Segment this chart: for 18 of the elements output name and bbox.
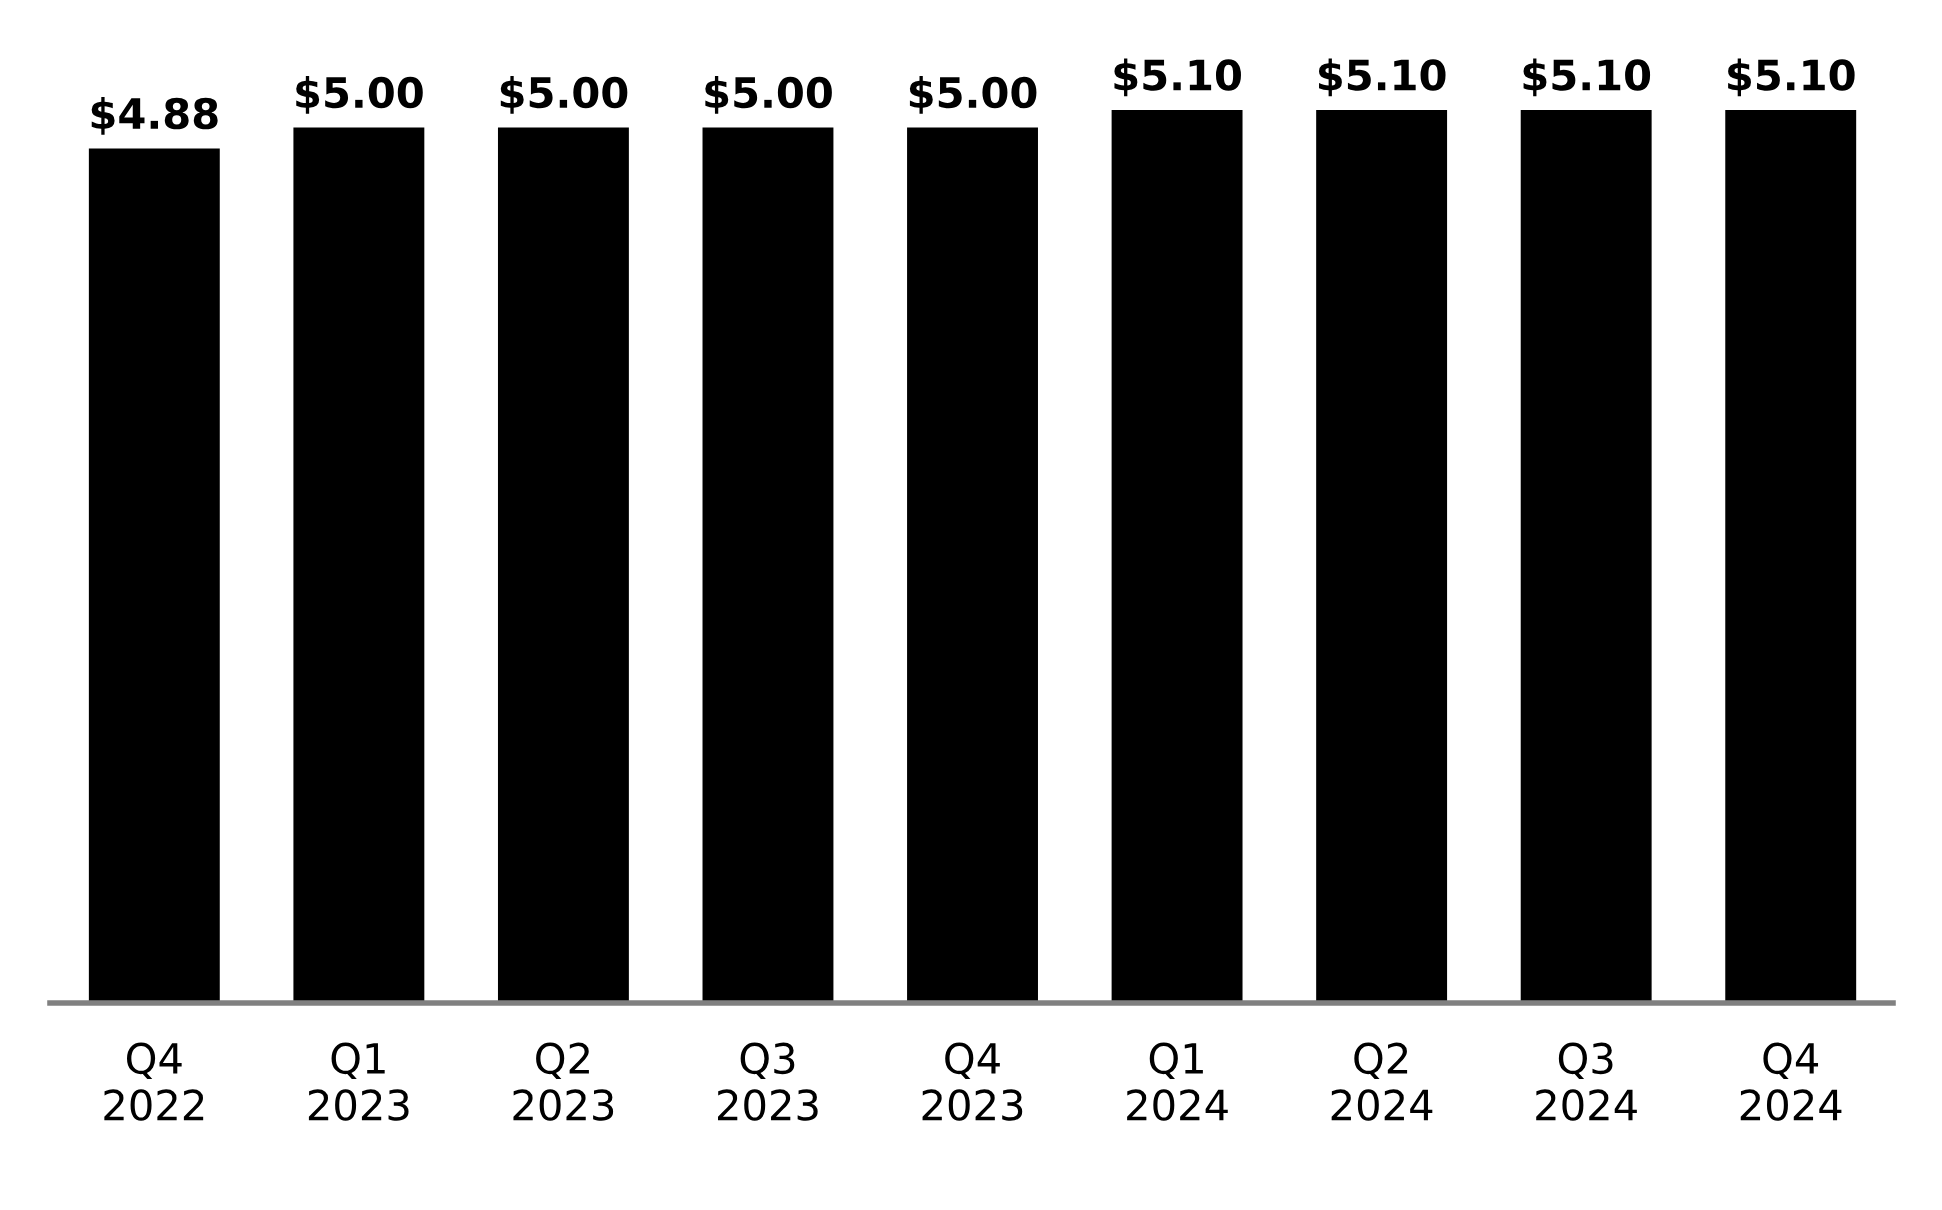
x-tick-label: Q4 2022 [104,1042,204,1121]
x-tick-label: Q4 2023 [922,1042,1023,1121]
data-label: $4.88 [91,97,218,135]
x-tick-label: Q1 2023 [308,1042,409,1121]
x-tick-label: Q2 2024 [1331,1042,1433,1121]
data-label: $5.00 [705,76,832,114]
data-label: $5.00 [500,76,628,114]
data-label: $5.00 [296,76,423,114]
data-label: $5.10 [1114,58,1241,97]
data-label: $5.00 [909,76,1037,114]
x-tick-label: Q3 2024 [1536,1042,1637,1121]
data-label: $5.10 [1318,58,1446,97]
x-tick-label: Q1 2024 [1127,1042,1228,1121]
x-tick-label: Q2 2023 [513,1042,614,1121]
x-tick-label: Q3 2023 [718,1042,818,1121]
data-label: $5.10 [1523,58,1651,97]
x-tick-label: Q4 2024 [1740,1042,1842,1121]
data-label: $5.10 [1728,58,1855,97]
